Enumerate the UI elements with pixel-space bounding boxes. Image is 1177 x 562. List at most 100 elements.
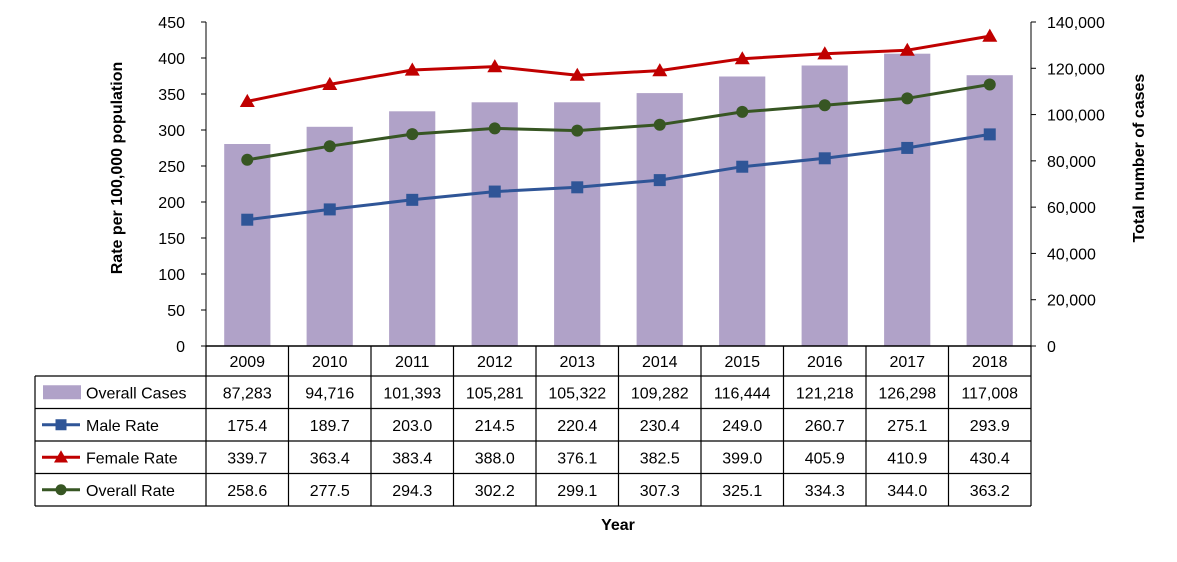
y-right-tick-label: 60,000 [1047, 200, 1096, 217]
female-rate-line [246, 34, 991, 103]
y-right-tick-label: 40,000 [1047, 246, 1096, 263]
male-rate-point-2009 [241, 213, 254, 226]
y-left-tick-label: 350 [158, 87, 185, 104]
data-label-overall-cases: 109,282 [631, 385, 689, 402]
female-rate-point-2015 [734, 51, 750, 65]
female-rate-point-2018 [982, 28, 998, 42]
bar-2012 [471, 102, 518, 346]
y-left-tick-label: 200 [158, 195, 185, 212]
data-label-female-rate: 382.5 [640, 450, 680, 467]
data-label-overall-cases: 117,008 [961, 385, 1018, 402]
data-label-overall-cases: 105,322 [548, 385, 606, 402]
data-label-male-rate: 230.4 [640, 418, 680, 435]
y-right-tick-label: 0 [1047, 339, 1056, 356]
male-rate-point-2012 [488, 185, 501, 198]
x-tick-label: 2015 [724, 354, 760, 371]
data-label-overall-cases: 121,218 [796, 385, 854, 402]
legend-label-overall-rate: Overall Rate [86, 483, 175, 500]
overall-rate-point-2009 [241, 153, 254, 166]
male-rate-line [247, 132, 991, 222]
bar-2016 [801, 65, 848, 346]
male-rate-point-2013 [571, 181, 584, 194]
data-label-female-rate: 405.9 [805, 450, 845, 467]
legend-key-overall-cases [43, 385, 81, 400]
data-label-male-rate: 175.4 [227, 418, 267, 435]
x-axis-title: Year [601, 517, 635, 534]
female-rate-point-2011 [404, 62, 420, 76]
y-right-tick-label: 80,000 [1047, 154, 1096, 171]
legend-key-male-rate-marker [55, 419, 67, 431]
y-right-tick-label: 140,000 [1047, 15, 1105, 32]
overall-rate-point-2013 [571, 124, 584, 137]
data-label-female-rate: 388.0 [475, 450, 515, 467]
x-tick-label: 2014 [642, 354, 678, 371]
y-left-tick-label: 100 [158, 267, 185, 284]
y-left-tick-label: 300 [158, 123, 185, 140]
y-right-tick-label: 100,000 [1047, 108, 1105, 125]
legend-label-male-rate: Male Rate [86, 418, 159, 435]
male-rate-point-2010 [323, 203, 336, 216]
female-rate-point-2012 [487, 59, 503, 73]
data-label-female-rate: 376.1 [557, 450, 597, 467]
y-left-tick-label: 450 [158, 15, 185, 32]
legend-label-overall-cases: Overall Cases [86, 385, 186, 402]
overall-rate-point-2018 [983, 78, 996, 91]
x-tick-label: 2010 [312, 354, 348, 371]
data-label-female-rate: 430.4 [970, 450, 1010, 467]
data-label-overall-rate: 325.1 [722, 483, 762, 500]
bar-2018 [966, 75, 1013, 346]
legend-label-female-rate: Female Rate [86, 450, 178, 467]
overall-rate-point-2011 [406, 128, 419, 141]
female-rate-point-2017 [899, 42, 915, 56]
data-label-male-rate: 249.0 [722, 418, 762, 435]
y-right-tick-label: 120,000 [1047, 61, 1105, 78]
data-label-overall-rate: 277.5 [310, 483, 350, 500]
data-label-overall-rate: 302.2 [475, 483, 515, 500]
bar-2015 [719, 76, 766, 346]
data-label-overall-rate: 334.3 [805, 483, 845, 500]
overall-rate-point-2012 [488, 122, 501, 135]
y-right-tick-label: 20,000 [1047, 293, 1096, 310]
overall-rate-point-2015 [736, 105, 749, 118]
data-label-male-rate: 220.4 [557, 418, 597, 435]
data-label-female-rate: 383.4 [392, 450, 432, 467]
x-tick-label: 2009 [229, 354, 265, 371]
data-label-male-rate: 260.7 [805, 418, 845, 435]
data-label-female-rate: 363.4 [310, 450, 350, 467]
female-rate-point-2009 [239, 93, 255, 107]
data-label-overall-cases: 87,283 [223, 385, 272, 402]
female-rate-point-2014 [652, 63, 668, 77]
y-left-tick-label: 0 [176, 339, 185, 356]
female-rate-point-2010 [322, 76, 338, 90]
x-tick-label: 2012 [477, 354, 513, 371]
data-label-female-rate: 399.0 [722, 450, 762, 467]
y-left-tick-label: 400 [158, 51, 185, 68]
overall-rate-point-2017 [901, 92, 914, 105]
bar-2014 [636, 93, 683, 346]
bar-2013 [554, 102, 601, 346]
data-label-male-rate: 214.5 [475, 418, 515, 435]
data-label-overall-rate: 363.2 [970, 483, 1010, 500]
data-label-overall-rate: 294.3 [392, 483, 432, 500]
bar-2011 [389, 111, 436, 346]
male-rate-point-2011 [406, 193, 419, 206]
male-rate-point-2017 [901, 141, 914, 154]
data-label-overall-rate: 307.3 [640, 483, 680, 500]
overall-rate-point-2014 [653, 118, 666, 131]
data-label-overall-cases: 105,281 [466, 385, 524, 402]
y-left-tick-label: 50 [167, 303, 185, 320]
legend-key-female-rate-marker [54, 450, 68, 463]
overall-rate-line [247, 83, 991, 162]
male-rate-point-2016 [818, 152, 831, 165]
male-rate-point-2014 [653, 174, 666, 187]
overall-rate-point-2016 [818, 99, 831, 112]
bar-2010 [306, 126, 353, 346]
data-label-male-rate: 275.1 [887, 418, 927, 435]
female-rate-point-2013 [569, 67, 585, 81]
data-label-female-rate: 410.9 [887, 450, 927, 467]
male-rate-point-2018 [983, 128, 996, 141]
data-label-overall-rate: 344.0 [887, 483, 927, 500]
x-tick-label: 2018 [972, 354, 1008, 371]
x-tick-label: 2017 [889, 354, 925, 371]
